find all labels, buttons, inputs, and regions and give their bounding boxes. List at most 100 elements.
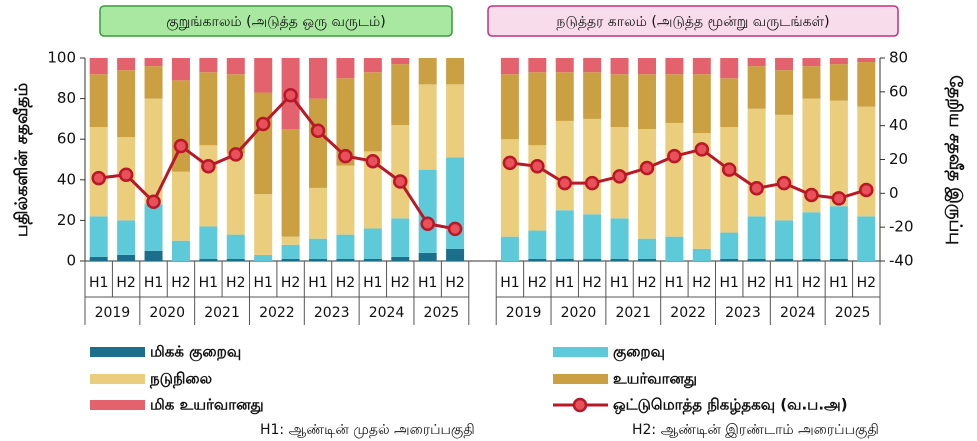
- x-tick-label: H1: [89, 275, 108, 291]
- bar-segment: [363, 58, 382, 73]
- bar-segment: [637, 74, 656, 130]
- x-tick-label: H2: [281, 275, 300, 291]
- panel-title: நடுத்தர காலம் (அடுத்த மூன்று வருடங்கள்): [556, 14, 829, 30]
- x-tick-label: H2: [802, 275, 821, 291]
- x-tick-label: H2: [445, 275, 464, 291]
- bar-segment: [418, 169, 437, 253]
- bar-segment: [309, 258, 328, 261]
- bar-segment: [336, 78, 355, 166]
- year-label: 2019: [506, 305, 542, 321]
- legend-swatch: [90, 374, 145, 384]
- bar-segment: [583, 72, 602, 119]
- legend-label: உயர்வானது: [613, 370, 697, 389]
- bar-segment: [117, 220, 136, 255]
- x-tick-label: H1: [500, 275, 519, 291]
- bar-segment: [199, 258, 218, 261]
- bar-segment: [226, 258, 245, 261]
- x-tick-label: H1: [665, 275, 684, 291]
- year-label: 2023: [314, 305, 350, 321]
- line-marker: [447, 221, 463, 237]
- x-tick-label: H2: [116, 275, 135, 291]
- line-marker: [310, 123, 326, 138]
- bar-segment: [336, 258, 355, 261]
- bar-segment: [555, 58, 574, 73]
- bar-segment: [363, 151, 382, 229]
- bar-segment: [775, 70, 794, 115]
- bar-segment: [500, 139, 519, 237]
- bar-segment: [281, 129, 300, 237]
- x-tick-label: H2: [391, 275, 410, 291]
- bar-segment: [144, 58, 163, 67]
- bar-segment: [665, 122, 684, 237]
- bar-segment: [610, 218, 629, 259]
- y2-tick-label: 20: [889, 150, 908, 168]
- bar-segment: [802, 98, 821, 213]
- y-tick-label: 40: [57, 170, 76, 188]
- bar-segment: [775, 220, 794, 259]
- line-marker: [721, 162, 737, 177]
- line-marker: [502, 155, 518, 171]
- bar-segment: [144, 204, 163, 251]
- bar-segment: [692, 58, 711, 75]
- legend-label: நடுநிலை: [149, 370, 212, 389]
- bar-segment: [665, 74, 684, 123]
- bar-segment: [500, 74, 519, 140]
- legend-swatch: [553, 347, 608, 357]
- bar-segment: [199, 145, 218, 227]
- bar-segment: [199, 72, 218, 146]
- line-marker: [530, 159, 545, 174]
- panel-title-box: [487, 5, 899, 37]
- y2-axis-label: தேறிய சதவீத இருப்பு: [945, 75, 965, 245]
- line-marker: [694, 142, 710, 157]
- y2-tick-label: 40: [889, 116, 908, 134]
- bar-segment: [117, 254, 136, 261]
- year-label: 2020: [561, 305, 597, 321]
- bar-segment: [144, 250, 163, 261]
- y-tick-label: 80: [57, 89, 76, 107]
- bar-segment: [829, 258, 848, 261]
- y2-tick-label: -20: [889, 218, 914, 236]
- bar-segment: [336, 234, 355, 259]
- bar-segment: [555, 120, 574, 211]
- bar-segment: [802, 66, 821, 99]
- panel-title-box: [99, 5, 453, 37]
- bar-segment: [199, 226, 218, 259]
- bar-segment: [528, 145, 547, 231]
- year-label: 2025: [424, 305, 460, 321]
- bar-segment: [500, 236, 519, 261]
- bar-segment: [720, 232, 739, 259]
- x-tick-label: H1: [144, 275, 163, 291]
- bar-segment: [418, 84, 437, 170]
- bar-segment: [829, 206, 848, 259]
- bar-segment: [418, 252, 437, 261]
- x-tick-label: H2: [528, 275, 547, 291]
- bar-segment: [281, 244, 300, 259]
- line-marker: [557, 175, 572, 191]
- x-tick-label: H2: [336, 275, 355, 291]
- x-tick-label: H2: [747, 275, 766, 291]
- bar-segment: [309, 98, 328, 188]
- x-tick-label: H1: [774, 275, 793, 291]
- note: H1: ஆண்டின் முதல் அரைப்பகுதி: [260, 422, 475, 439]
- bar-segment: [857, 62, 876, 107]
- line-marker: [667, 148, 682, 164]
- bar-segment: [309, 187, 328, 239]
- bar-segment: [555, 210, 574, 259]
- x-tick-label: H1: [555, 275, 574, 291]
- bar-segment: [610, 74, 629, 128]
- legend-label: குறைவு: [613, 343, 665, 362]
- bar-segment: [637, 58, 656, 75]
- bar-segment: [802, 258, 821, 261]
- line-marker: [338, 148, 353, 164]
- year-label: 2023: [725, 305, 761, 321]
- bar-segment: [254, 92, 273, 195]
- bar-segment: [446, 248, 465, 261]
- bar-segment: [226, 74, 245, 154]
- line-marker: [831, 191, 847, 206]
- bar-segment: [802, 58, 821, 67]
- bar-segment: [583, 58, 602, 73]
- year-label: 2022: [670, 305, 706, 321]
- x-tick-label: H2: [582, 275, 601, 291]
- note: H2: ஆண்டின் இரண்டாம் அரைப்பகுதி: [632, 422, 879, 439]
- x-tick-label: H1: [720, 275, 739, 291]
